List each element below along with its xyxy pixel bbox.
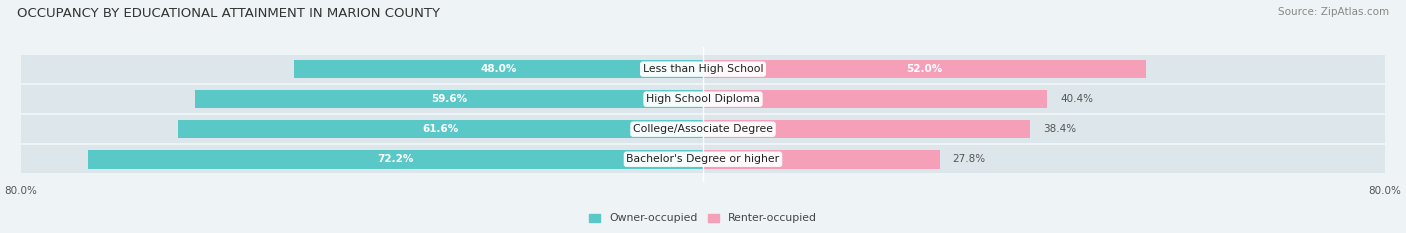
Text: Less than High School: Less than High School (643, 64, 763, 74)
Bar (703, 150, 941, 168)
Text: College/Associate Degree: College/Associate Degree (633, 124, 773, 134)
Bar (703, 120, 1031, 138)
Bar (21, 85, 1385, 113)
Text: Bachelor's Degree or higher: Bachelor's Degree or higher (627, 154, 779, 164)
Bar (703, 90, 1047, 109)
Text: 27.8%: 27.8% (953, 154, 986, 164)
Text: 59.6%: 59.6% (430, 94, 467, 104)
Bar (294, 60, 703, 79)
Bar (87, 150, 703, 168)
Bar (21, 145, 1385, 173)
Legend: Owner-occupied, Renter-occupied: Owner-occupied, Renter-occupied (585, 209, 821, 228)
Text: High School Diploma: High School Diploma (647, 94, 759, 104)
Text: 72.2%: 72.2% (377, 154, 413, 164)
Text: 38.4%: 38.4% (1043, 124, 1076, 134)
Bar (703, 60, 1146, 79)
Bar (21, 115, 1385, 143)
Text: 61.6%: 61.6% (422, 124, 458, 134)
Bar (195, 90, 703, 109)
Text: 48.0%: 48.0% (481, 64, 516, 74)
Text: 40.4%: 40.4% (1060, 94, 1092, 104)
Text: 52.0%: 52.0% (907, 64, 943, 74)
Bar (179, 120, 703, 138)
Text: OCCUPANCY BY EDUCATIONAL ATTAINMENT IN MARION COUNTY: OCCUPANCY BY EDUCATIONAL ATTAINMENT IN M… (17, 7, 440, 20)
Text: Source: ZipAtlas.com: Source: ZipAtlas.com (1278, 7, 1389, 17)
Bar (21, 55, 1385, 83)
